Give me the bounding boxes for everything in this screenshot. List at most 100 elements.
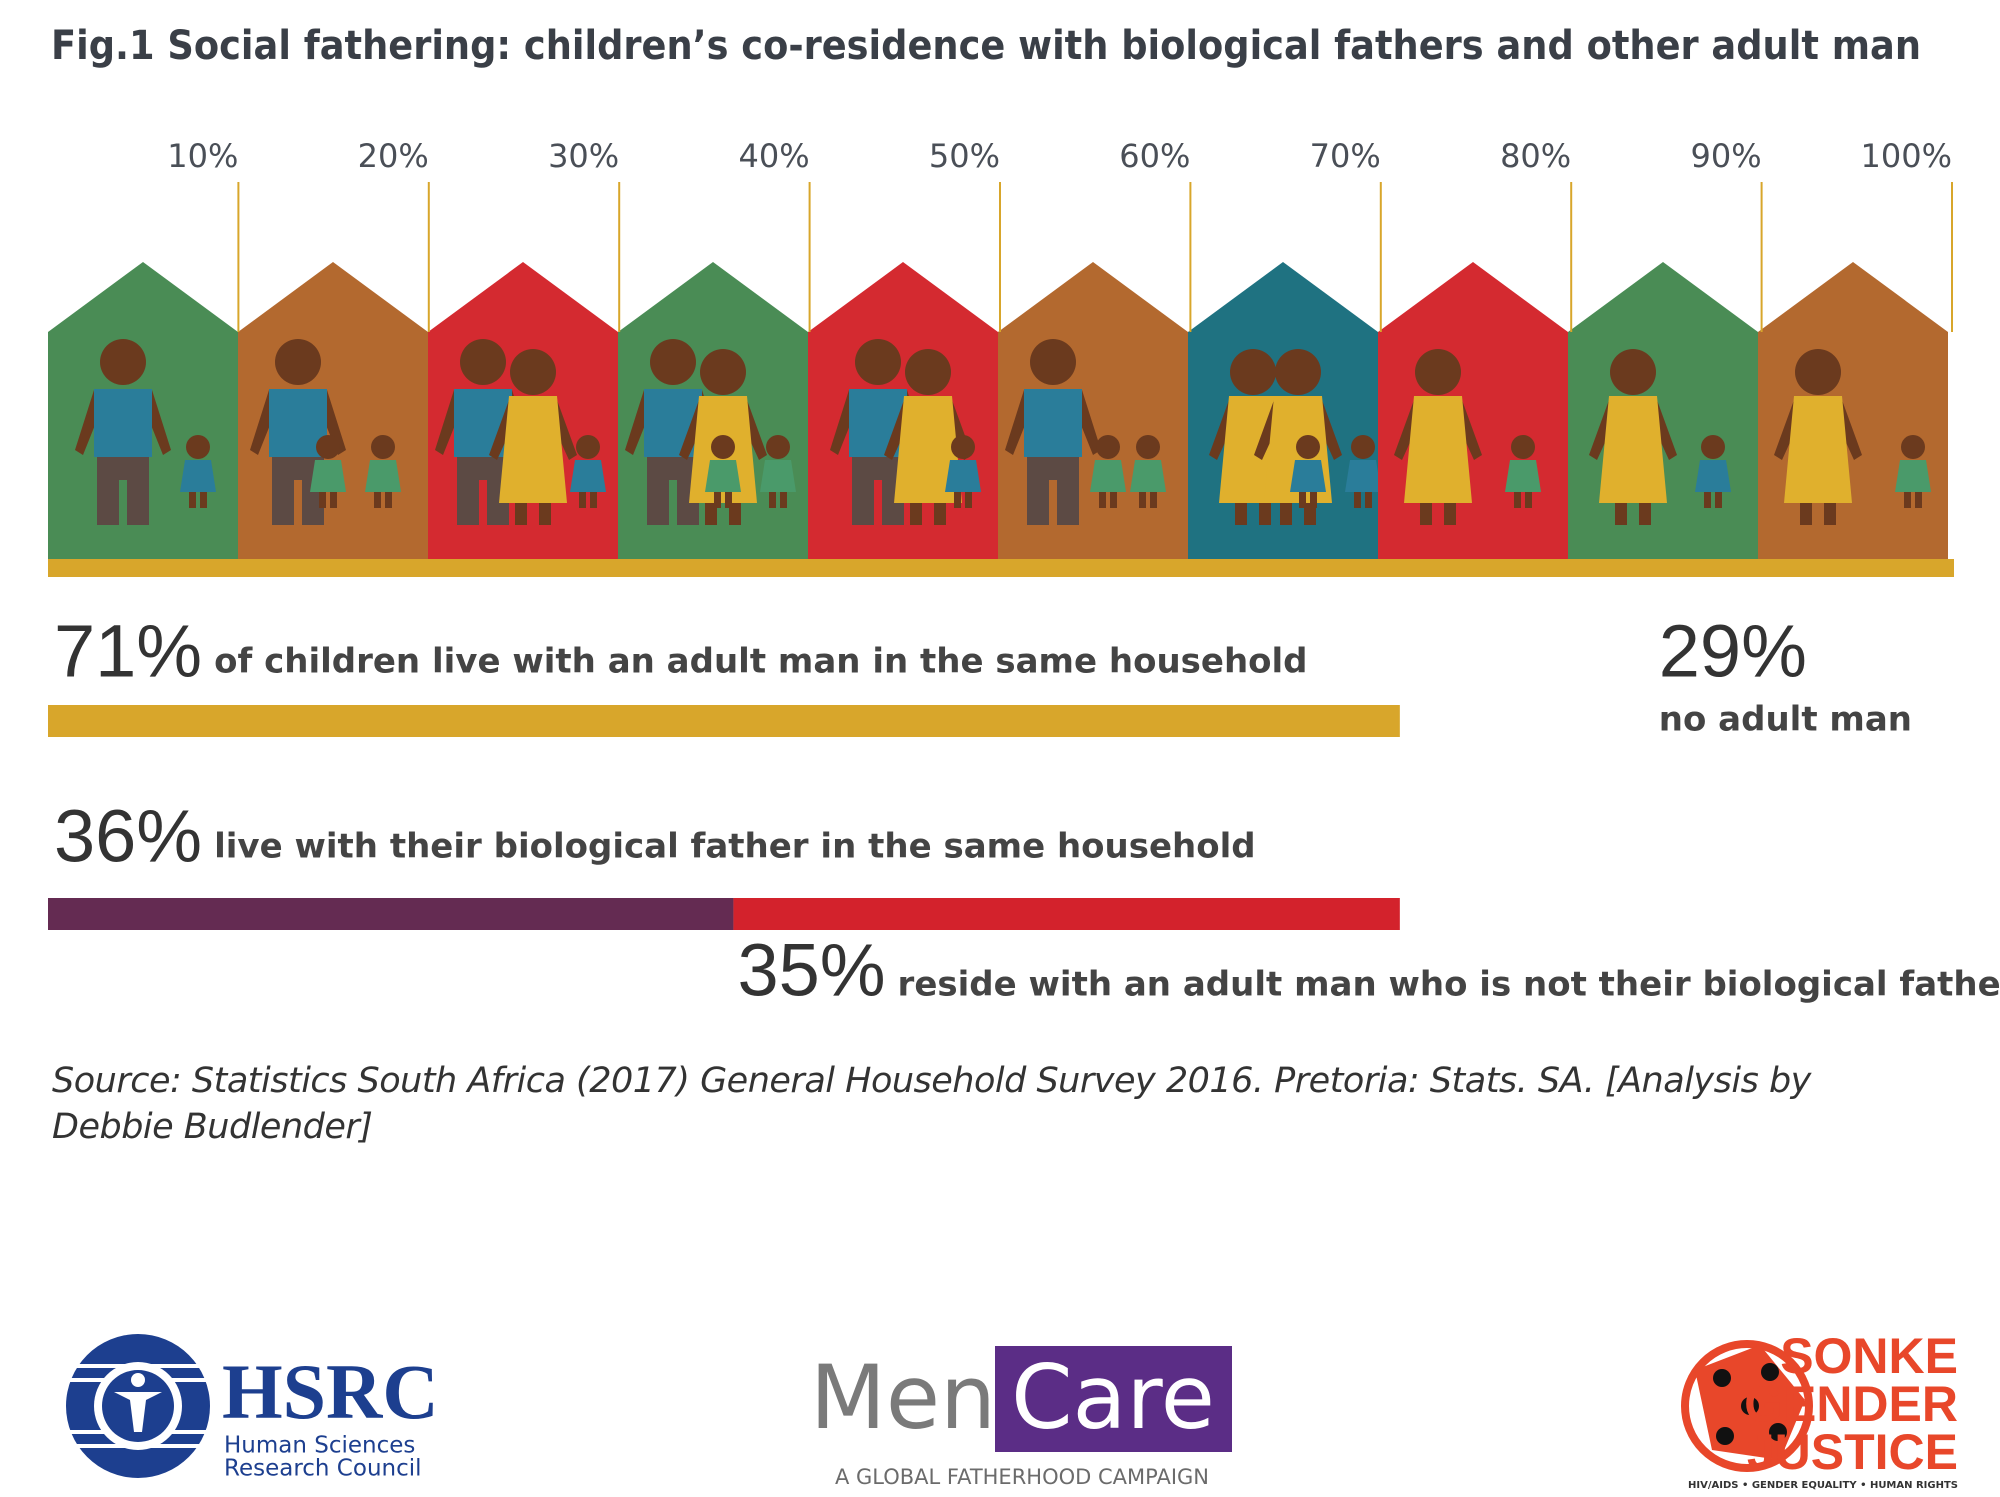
value-label: 35% [737, 929, 885, 1012]
house-part [1024, 389, 1082, 457]
house-part [1351, 435, 1375, 459]
house-part [1715, 492, 1722, 508]
house-part [1615, 500, 1627, 525]
house-part [1290, 460, 1326, 492]
house-part [1895, 460, 1931, 492]
house-part [1296, 435, 1320, 459]
house-part [1824, 500, 1836, 525]
house-part [1365, 492, 1372, 508]
mencare-logo: Men Care A GLOBAL FATHERHOOD CAMPAIGN [810, 1346, 1232, 1489]
house-part [1795, 349, 1841, 395]
x-tick-label: 70% [1310, 137, 1381, 175]
house-part [460, 339, 506, 385]
house-part [1378, 262, 1568, 559]
house-part [1099, 492, 1106, 508]
sonke-name: SONKE [1780, 1328, 1958, 1384]
house-part [934, 500, 946, 525]
value-label: 71% [54, 610, 202, 693]
x-tick-label: 10% [167, 137, 238, 175]
house-part [1514, 492, 1521, 508]
house-part [385, 492, 392, 508]
x-tick-label: 80% [1500, 137, 1571, 175]
house-part [1639, 500, 1651, 525]
x-tick-label: 40% [738, 137, 809, 175]
house-part [294, 480, 302, 525]
house-part [1049, 480, 1057, 525]
house-part [515, 500, 527, 525]
house-part [275, 339, 321, 385]
house-part [180, 460, 216, 492]
sonke-tagline: HIV/AIDS • GENDER EQUALITY • HUMAN RIGHT… [1688, 1480, 1958, 1491]
house-part [1130, 460, 1166, 492]
hsrc-name: HSRC [222, 1348, 439, 1435]
house-part [1701, 435, 1725, 459]
house-part [700, 349, 746, 395]
x-tick-label: 20% [358, 137, 429, 175]
house-part [1096, 435, 1120, 459]
house-part [766, 435, 790, 459]
house-part [945, 460, 981, 492]
house-part [1310, 492, 1317, 508]
house-part [576, 435, 600, 459]
house-part [100, 339, 146, 385]
x-tick-label: 90% [1690, 137, 1761, 175]
house-part [1354, 492, 1361, 508]
hsrc-line: Research Council [224, 1456, 422, 1482]
source-note: Source: Statistics South Africa (2017) G… [52, 1061, 1811, 1147]
house-part [1415, 349, 1461, 395]
house-part [894, 396, 962, 503]
house-part [705, 460, 741, 492]
mencare-men: Men [810, 1346, 996, 1449]
house-part [479, 480, 487, 525]
house-part [1525, 492, 1532, 508]
house-part [330, 492, 337, 508]
house-part [1136, 435, 1160, 459]
mencare-tagline: A GLOBAL FATHERHOOD CAMPAIGN [835, 1465, 1209, 1489]
house-part [1275, 349, 1321, 395]
house-part [1345, 460, 1381, 492]
house-part [1299, 492, 1306, 508]
house-part [1139, 492, 1146, 508]
segment-label: of children live with an adult man in th… [214, 642, 1307, 682]
house-part [94, 389, 152, 457]
house-part [510, 349, 556, 395]
segment-label: reside with an adult man who is not thei… [898, 965, 2000, 1005]
house-part [119, 480, 127, 525]
sonke-name: JUSTICE [1747, 1424, 1958, 1480]
house-part [1259, 500, 1271, 525]
house-part [714, 492, 721, 508]
house-part [1610, 349, 1656, 395]
house-part [1110, 492, 1117, 508]
house-part [1704, 492, 1711, 508]
house-part [1568, 262, 1758, 559]
bar [733, 898, 1400, 930]
house-part [1030, 339, 1076, 385]
house-part [319, 492, 326, 508]
house-part [1915, 492, 1922, 508]
house-part [1230, 349, 1276, 395]
house-part [954, 492, 961, 508]
segment-label: no adult man [1659, 700, 1912, 740]
x-tick-label: 50% [929, 137, 1000, 175]
house-part [1901, 435, 1925, 459]
house-part [1599, 396, 1667, 503]
house-part [1420, 500, 1432, 525]
house-part [905, 349, 951, 395]
bar [48, 705, 1400, 737]
house-part [760, 460, 796, 492]
chart-title: Fig.1 Social fathering: children’s co-re… [51, 23, 1921, 69]
house-part [855, 339, 901, 385]
house-part [316, 435, 340, 459]
house-part [374, 492, 381, 508]
house-part [769, 492, 776, 508]
house-part [1904, 492, 1911, 508]
house-part [1758, 262, 1948, 559]
house-part [310, 460, 346, 492]
house-part [1505, 460, 1541, 492]
sonke-logo: SONKE GENDER JUSTICE HIV/AIDS • GENDER E… [1681, 1328, 1958, 1491]
house-part [539, 500, 551, 525]
sonke-name: GENDER [1744, 1376, 1958, 1432]
house-part [1280, 500, 1292, 525]
